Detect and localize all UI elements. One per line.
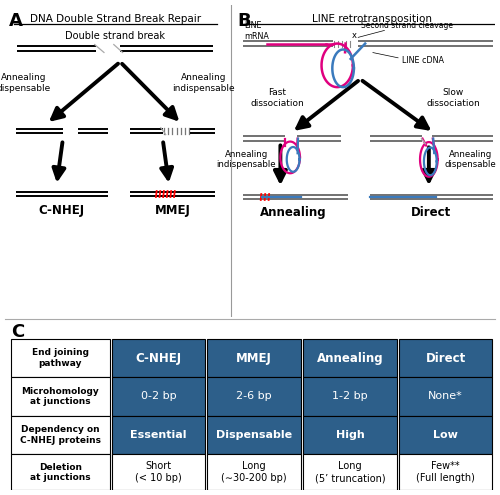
Text: C: C [11, 323, 24, 341]
Bar [303, 454, 397, 490]
Text: High: High [336, 430, 364, 440]
Text: Slow
dissociation: Slow dissociation [426, 88, 480, 108]
Bar [399, 377, 492, 416]
Text: 1-2 bp: 1-2 bp [332, 392, 368, 401]
Text: Annealing
dispensable: Annealing dispensable [0, 73, 50, 93]
Text: Annealing: Annealing [316, 351, 384, 365]
Bar [112, 339, 205, 377]
Bar [303, 339, 397, 377]
Bar [112, 377, 205, 416]
Bar [207, 339, 301, 377]
Text: B: B [238, 12, 252, 30]
Text: Short
(< 10 bp): Short (< 10 bp) [135, 461, 182, 483]
Text: End joining
pathway: End joining pathway [32, 348, 89, 368]
Bar [11, 377, 110, 416]
Text: C-NHEJ: C-NHEJ [38, 204, 84, 217]
Text: Microhomology
at junctions: Microhomology at junctions [22, 387, 99, 406]
Text: A: A [9, 12, 23, 30]
Text: Direct: Direct [426, 351, 466, 365]
Text: x: x [352, 31, 356, 40]
Text: Low: Low [433, 430, 458, 440]
Text: C-NHEJ: C-NHEJ [136, 351, 182, 365]
Text: Annealing
indispensable: Annealing indispensable [172, 73, 235, 93]
Text: Double strand break: Double strand break [65, 31, 165, 41]
Bar [11, 339, 110, 377]
Bar [303, 416, 397, 454]
Text: Annealing
indispensable: Annealing indispensable [216, 149, 276, 169]
Text: MMEJ: MMEJ [236, 351, 272, 365]
Text: Fast
dissociation: Fast dissociation [250, 88, 304, 108]
Text: Annealing
dispensable: Annealing dispensable [444, 149, 496, 169]
Text: LINE
mRNA: LINE mRNA [244, 21, 269, 41]
Bar [112, 454, 205, 490]
Text: Second strand cleavage: Second strand cleavage [361, 21, 453, 30]
Bar [11, 416, 110, 454]
Text: Long
(5’ truncation): Long (5’ truncation) [314, 461, 386, 483]
Text: Deletion
at junctions: Deletion at junctions [30, 462, 90, 482]
Text: Annealing: Annealing [260, 206, 326, 219]
Bar [207, 377, 301, 416]
Text: DNA Double Strand Break Repair: DNA Double Strand Break Repair [30, 14, 201, 24]
Bar [207, 416, 301, 454]
Text: LINE cDNA: LINE cDNA [402, 56, 444, 65]
Text: MMEJ: MMEJ [154, 204, 190, 217]
Bar [399, 416, 492, 454]
Text: Essential: Essential [130, 430, 186, 440]
Text: Dispensable: Dispensable [216, 430, 292, 440]
Text: None*: None* [428, 392, 463, 401]
Bar [207, 454, 301, 490]
Text: Few**
(Full length): Few** (Full length) [416, 461, 475, 483]
Text: Dependency on
C-NHEJ proteins: Dependency on C-NHEJ proteins [20, 425, 101, 445]
Bar [399, 454, 492, 490]
Text: Direct: Direct [411, 206, 452, 219]
Text: Long
(∼30-200 bp): Long (∼30-200 bp) [221, 461, 286, 483]
Bar [399, 339, 492, 377]
Text: 0-2 bp: 0-2 bp [140, 392, 176, 401]
Bar [303, 377, 397, 416]
Text: LINE retrotransposition: LINE retrotransposition [312, 14, 432, 24]
Bar [112, 416, 205, 454]
Bar [11, 454, 110, 490]
Text: 2-6 bp: 2-6 bp [236, 392, 272, 401]
